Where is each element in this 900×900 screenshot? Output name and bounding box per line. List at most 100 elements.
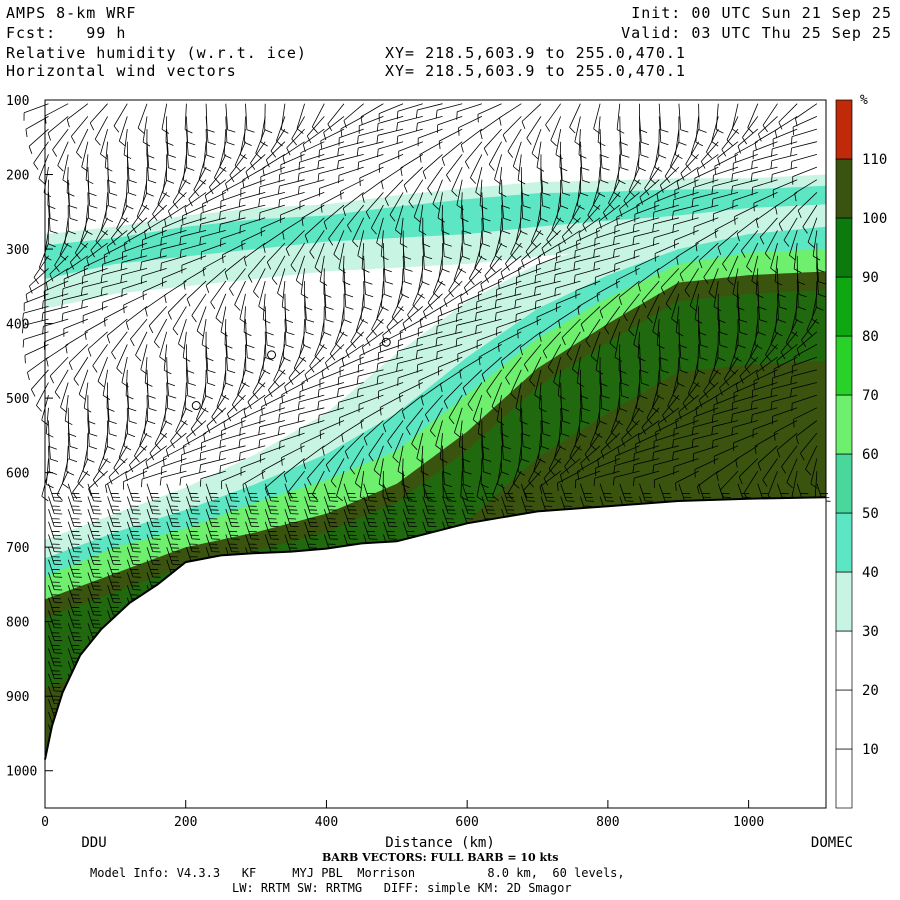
- wind-barb: [416, 433, 424, 464]
- wind-barb: [791, 356, 818, 374]
- wind-barb: [501, 420, 511, 450]
- wind-barb: [481, 445, 492, 475]
- wind-barb: [21, 318, 49, 334]
- wind-barb: [427, 166, 443, 196]
- wind-barb: [536, 141, 545, 172]
- wind-barb: [299, 331, 307, 362]
- wind-barb: [89, 103, 108, 131]
- wind-barb: [770, 154, 798, 169]
- wind-barb: [461, 483, 476, 502]
- wind-barb: [205, 357, 216, 386]
- wind-barb: [337, 141, 364, 157]
- wind-barb: [205, 508, 220, 527]
- wind-barb: [45, 407, 54, 438]
- wind-barb: [548, 445, 562, 476]
- wind-barb: [126, 395, 137, 424]
- wind-barb: [396, 103, 423, 120]
- wind-barb: [318, 141, 345, 159]
- wind-barb: [122, 242, 148, 261]
- wind-barb: [201, 319, 210, 350]
- wind-barb: [771, 407, 798, 425]
- wind-barb: [406, 407, 424, 436]
- wind-barb: [476, 293, 502, 310]
- end-point-label: DOMEC: [811, 835, 853, 851]
- wind-barb: [443, 382, 463, 409]
- wind-barb: [85, 154, 94, 185]
- y-tick-label: 400: [6, 318, 29, 333]
- wind-barb: [442, 496, 457, 515]
- wind-barb: [690, 128, 699, 160]
- wind-barb: [580, 306, 601, 332]
- wind-barb: [816, 255, 827, 285]
- wind-barb: [698, 103, 707, 133]
- wind-barb: [507, 128, 522, 158]
- wind-barb: [146, 559, 161, 578]
- wind-barb: [560, 167, 571, 196]
- wind-barb: [262, 293, 271, 324]
- wind-barb: [48, 496, 63, 515]
- wind-barb: [477, 103, 502, 123]
- wind-barb: [87, 331, 108, 357]
- wind-barb: [153, 318, 168, 349]
- wind-barb: [67, 483, 82, 502]
- wind-barb: [771, 141, 798, 157]
- wind-barb: [33, 141, 49, 170]
- wind-barb: [440, 369, 463, 392]
- wind-barb: [792, 116, 818, 136]
- wind-barb: [667, 382, 680, 413]
- wind-barb: [92, 458, 108, 487]
- wind-barb: [456, 103, 483, 120]
- wind-barb: [417, 268, 425, 299]
- wind-barb: [83, 255, 108, 276]
- wind-barb: [205, 483, 220, 502]
- wind-barb: [731, 407, 758, 422]
- wind-barb: [617, 432, 640, 456]
- wind-barb: [816, 268, 827, 298]
- wind-barb: [349, 445, 365, 475]
- wind-barb: [550, 116, 562, 147]
- wind-barb: [214, 154, 227, 184]
- wind-barb: [481, 205, 492, 234]
- colorbar-bin: [835, 394, 853, 455]
- wind-barb: [227, 394, 246, 422]
- wind-barb: [68, 344, 89, 371]
- wind-barb: [733, 432, 758, 451]
- wind-barb: [711, 420, 739, 435]
- wind-barb: [807, 217, 818, 248]
- wind-barb: [199, 217, 226, 233]
- wind-barb: [61, 306, 89, 322]
- wind-barb: [422, 154, 443, 180]
- wind-barb: [399, 318, 423, 340]
- wind-barb: [343, 103, 364, 129]
- wind-barb: [732, 192, 758, 209]
- wind-barb: [599, 154, 609, 184]
- wind-barb: [523, 344, 542, 372]
- wind-barb: [379, 394, 404, 416]
- wind-barb: [264, 496, 279, 515]
- x-tick-label: 800: [596, 815, 619, 830]
- wind-barb: [422, 496, 437, 515]
- wind-barb: [82, 306, 108, 324]
- wind-barb: [241, 407, 266, 427]
- wind-barb: [671, 293, 680, 324]
- wind-barb: [778, 204, 798, 232]
- wind-barb: [632, 217, 660, 233]
- wind-barb: [711, 192, 739, 207]
- wind-barb: [422, 243, 433, 272]
- wind-barb: [397, 369, 423, 386]
- wind-barb: [623, 293, 640, 322]
- wind-barb: [632, 458, 660, 473]
- wind-barb: [357, 382, 384, 398]
- wind-barb: [376, 128, 404, 144]
- wind-barb: [297, 407, 325, 423]
- wind-barb: [290, 242, 305, 272]
- wind-barb: [770, 394, 798, 410]
- wind-barb: [239, 420, 266, 437]
- wind-barb: [639, 483, 654, 502]
- wind-barb: [437, 116, 463, 133]
- wind-barb: [146, 521, 161, 540]
- wind-barb: [339, 407, 364, 426]
- wind-barb: [613, 230, 640, 245]
- wind-barb: [130, 318, 148, 347]
- wind-barb: [296, 103, 305, 134]
